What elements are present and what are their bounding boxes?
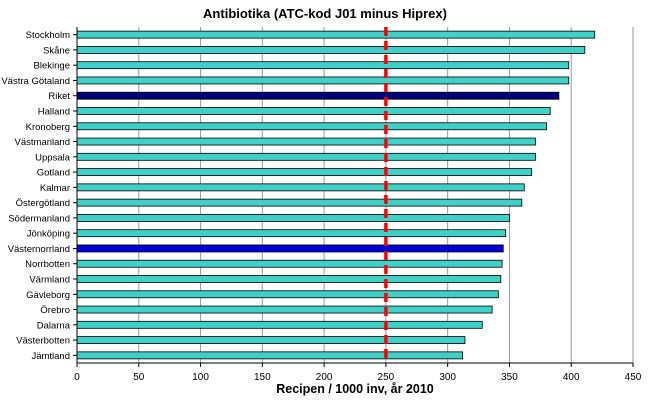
- category-label: Örebro: [40, 305, 70, 316]
- category-label: Jämtland: [31, 351, 70, 362]
- category-label: Västra Götaland: [1, 76, 70, 87]
- category-label: Dalarna: [37, 320, 71, 331]
- category-label: Gotland: [37, 168, 70, 179]
- bar: [76, 351, 463, 360]
- x-tick-label: 350: [501, 372, 518, 383]
- x-tick-label: 100: [192, 372, 209, 383]
- category-label: Södermanland: [8, 213, 70, 224]
- bar: [76, 259, 503, 268]
- bar: [76, 198, 523, 207]
- bar: [76, 168, 533, 176]
- category-label: Uppsala: [35, 152, 71, 163]
- category-labels: Stockholm Skåne Blekinge Västra Götaland Rik…: [1, 30, 70, 362]
- category-label: Norrbotten: [25, 259, 70, 270]
- bar: [76, 305, 493, 314]
- bar: [76, 30, 596, 39]
- bar: [76, 320, 483, 329]
- bar: [76, 152, 536, 161]
- x-tick-label: 250: [378, 372, 395, 383]
- x-tick-label: 300: [439, 372, 456, 383]
- bar: [76, 91, 560, 100]
- x-tick-label: 150: [254, 372, 271, 383]
- bar: [76, 229, 507, 238]
- category-label: Halland: [38, 107, 70, 118]
- category-label: Riket: [48, 91, 70, 102]
- category-label: Östergötland: [16, 198, 70, 209]
- category-label: Skåne: [43, 45, 70, 56]
- x-tick-label: 50: [133, 372, 145, 383]
- category-label: Värmland: [29, 275, 70, 286]
- x-tick-labels: 0 50 100 150 200 250 300 350 400 450: [74, 372, 642, 383]
- category-label: Kalmar: [40, 183, 70, 194]
- category-label: Kronoberg: [26, 122, 70, 133]
- category-label: Västmanland: [15, 137, 70, 148]
- chart-title: Antibiotika (ATC-kod J01 minus Hiprex): [203, 6, 447, 21]
- axes: [73, 27, 634, 367]
- x-tick-label: 450: [625, 372, 642, 383]
- bar: [76, 290, 499, 299]
- category-label: Jönköping: [27, 229, 70, 240]
- x-tick-label: 400: [563, 372, 580, 383]
- bar: [76, 122, 547, 131]
- bar: [76, 183, 525, 192]
- bar: [76, 275, 502, 283]
- x-axis-title: Recipen / 1000 inv, år 2010: [276, 382, 434, 396]
- x-tick-label: 0: [74, 372, 80, 383]
- category-label: Västerbotten: [16, 336, 70, 347]
- x-tick-label: 200: [316, 372, 333, 383]
- category-label: Blekinge: [34, 61, 70, 72]
- bar: [76, 214, 510, 222]
- category-label: Stockholm: [26, 30, 70, 41]
- bar: [76, 107, 551, 115]
- bar: [76, 46, 586, 54]
- bar: [76, 61, 570, 70]
- bar: [76, 244, 504, 253]
- category-label: Gävleborg: [26, 290, 70, 301]
- bar: [76, 336, 466, 344]
- bar: [76, 137, 536, 146]
- bar: [76, 76, 570, 85]
- category-label: Västernorrland: [8, 244, 70, 255]
